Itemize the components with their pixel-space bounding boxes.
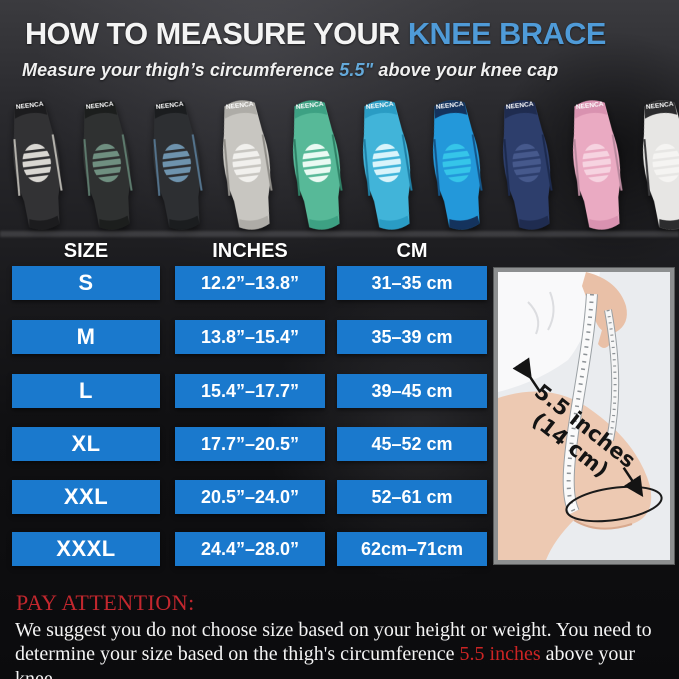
table-row-m: M 13.8”–15.4” 35–39 cm (0, 320, 490, 354)
inches-cell: 17.7”–20.5” (175, 427, 325, 461)
cm-cell: 62cm–71cm (337, 532, 487, 566)
size-cell: XL (12, 427, 160, 461)
brand-label: NEENCA (296, 101, 325, 111)
background-surface-line (0, 231, 679, 237)
subtitle-post: above your knee cap (378, 60, 559, 80)
brand-label: NEENCA (646, 101, 675, 111)
size-cell: L (12, 374, 160, 408)
knee-brace-black-gray: NEENCA (13, 100, 63, 230)
title-prefix: HOW TO MEASURE YOUR (25, 16, 400, 51)
knee-brace-bright-blue: NEENCA (433, 100, 483, 230)
page-title: HOW TO MEASURE YOUR KNEE BRACE (25, 16, 659, 52)
table-row-s: S 12.2”–13.8” 31–35 cm (0, 266, 490, 300)
subtitle-measurement: 5.5" (339, 60, 374, 80)
advice-measurement: 5.5 inches (459, 643, 541, 666)
cm-cell: 39–45 cm (337, 374, 487, 408)
size-cell: M (12, 320, 160, 354)
cm-cell: 35–39 cm (337, 320, 487, 354)
brand-label: NEENCA (86, 101, 115, 111)
sizing-advice-text: We suggest you do not choose size based … (15, 618, 672, 679)
table-row-xxxl: XXXL 24.4”–28.0” 62cm–71cm (0, 532, 490, 566)
cm-cell: 31–35 cm (337, 266, 487, 300)
table-row-xxl: XXL 20.5”–24.0” 52–61 cm (0, 480, 490, 514)
inches-cell: 13.8”–15.4” (175, 320, 325, 354)
advice-post: above your knee . (15, 643, 636, 679)
knee-brace-black-steel-blue: NEENCA (153, 100, 203, 230)
brand-label: NEENCA (226, 101, 255, 111)
brand-label: NEENCA (436, 101, 465, 111)
size-cell: XXL (12, 480, 160, 514)
brand-label: NEENCA (506, 101, 535, 111)
thigh-measurement-photo: 5.5 inches (14 cm) (494, 268, 674, 564)
table-row-xl: XL 17.7”–20.5” 45–52 cm (0, 427, 490, 461)
knee-brace-black-green: NEENCA (83, 100, 133, 230)
knee-brace-navy-blue: NEENCA (503, 100, 553, 230)
knee-brace-mint-green: NEENCA (293, 100, 343, 230)
knee-brace-product-row: NEENCA NEENCA NEENCA NEENC (0, 90, 679, 238)
inches-cell: 20.5”–24.0” (175, 480, 325, 514)
knee-brace-pink: NEENCA (573, 100, 623, 230)
tape-measure (562, 293, 620, 515)
column-header-inches: INCHES (212, 240, 288, 262)
knee-brace-white-black: NEENCA (643, 100, 679, 230)
brand-label: NEENCA (156, 101, 185, 111)
knee-brace-light-gray: NEENCA (223, 100, 273, 230)
title-highlight: KNEE BRACE (407, 16, 606, 51)
knee-circumference-ellipse (565, 485, 663, 523)
cm-cell: 45–52 cm (337, 427, 487, 461)
brand-label: NEENCA (366, 101, 395, 111)
brand-label: NEENCA (576, 101, 605, 111)
subtitle: Measure your thigh’s circumference 5.5" … (22, 60, 558, 81)
advice-pre: We suggest you do not choose size based … (15, 619, 652, 666)
cm-cell: 52–61 cm (337, 480, 487, 514)
table-row-l: L 15.4”–17.7” 39–45 cm (0, 374, 490, 408)
column-header-cm: CM (396, 240, 428, 262)
inches-cell: 12.2”–13.8” (175, 266, 325, 300)
size-cell: XXXL (12, 532, 160, 566)
brand-label: NEENCA (16, 101, 45, 111)
subtitle-pre: Measure your thigh’s circumference (22, 60, 335, 80)
inches-cell: 15.4”–17.7” (175, 374, 325, 408)
column-header-size: SIZE (63, 240, 109, 262)
size-cell: S (12, 266, 160, 300)
knee-brace-sky-blue: NEENCA (363, 100, 413, 230)
pay-attention-heading: PAY ATTENTION: (16, 590, 195, 615)
inches-cell: 24.4”–28.0” (175, 532, 325, 566)
